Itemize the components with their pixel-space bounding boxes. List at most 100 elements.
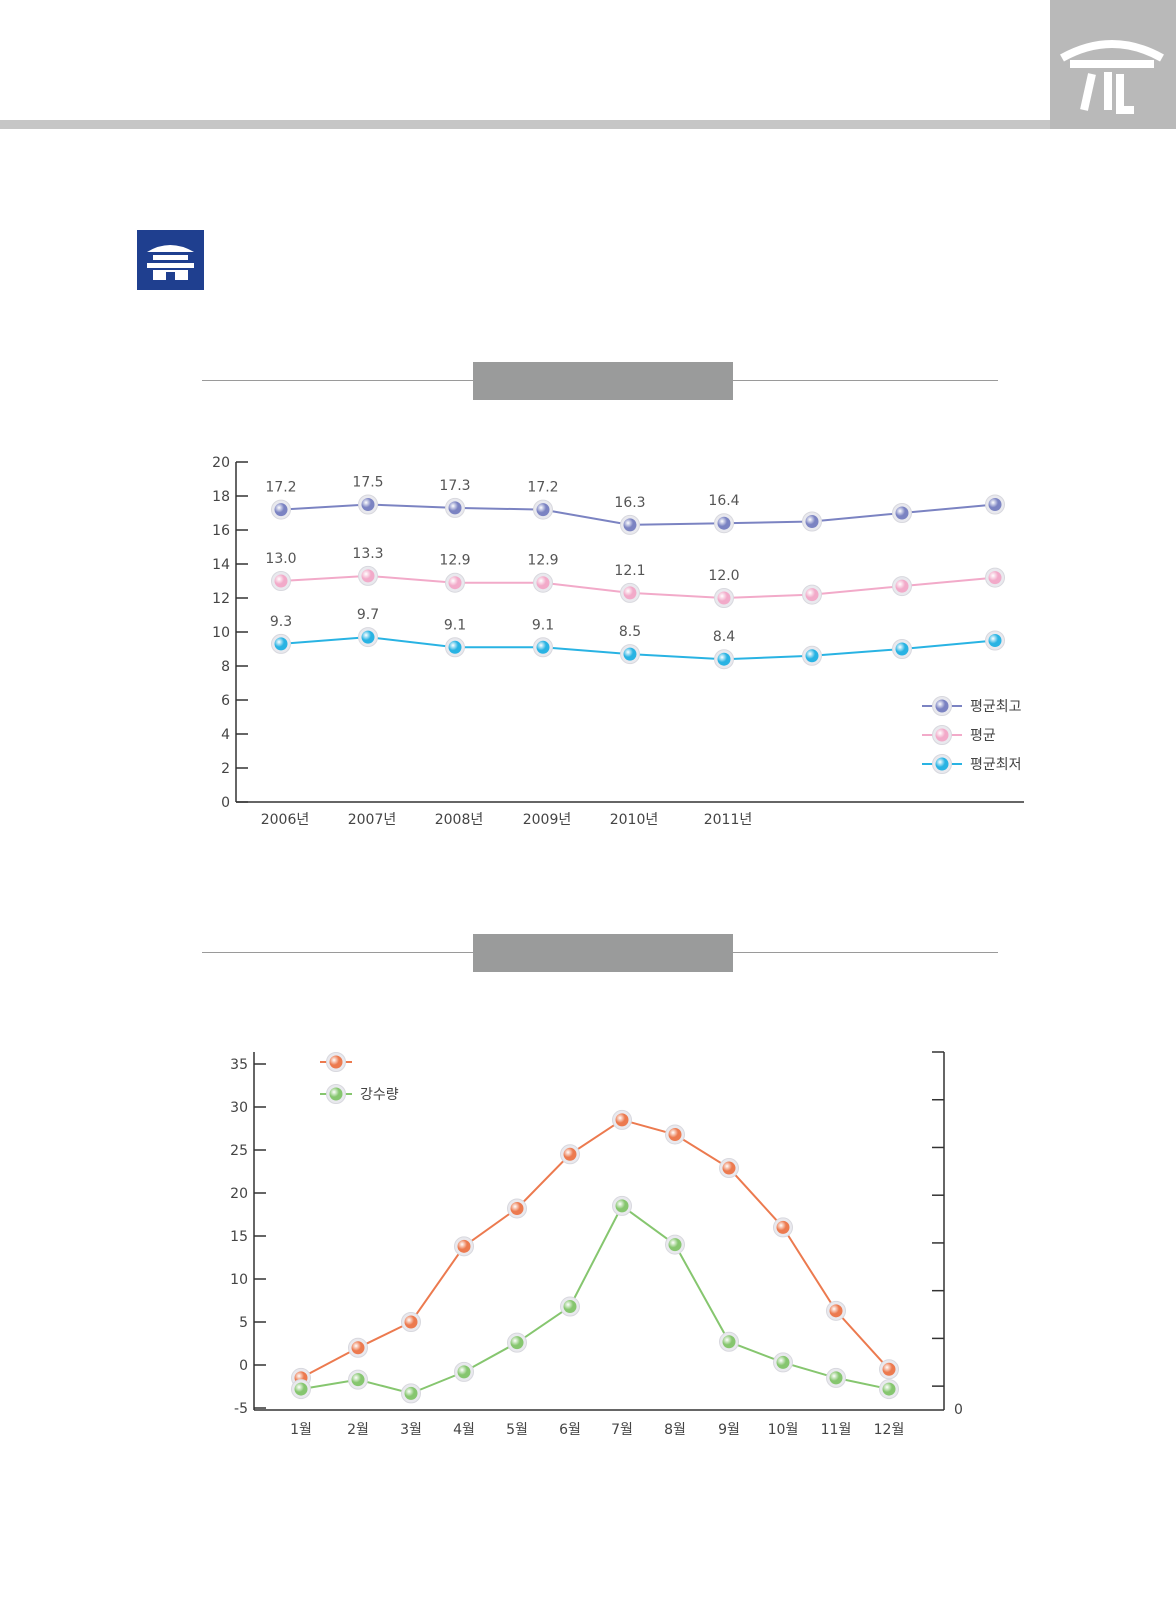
data-point: [829, 1371, 843, 1385]
data-point: [717, 652, 731, 666]
temperature-line-chart: 0 2 4 6 8 10 12 14 16 18 20 2006년 2007년 2008년 2009년 201…: [212, 455, 1024, 828]
x-tick-label: 6월: [559, 1422, 581, 1438]
y-tick-label: 8: [221, 659, 230, 675]
data-label: 9.3: [270, 614, 292, 630]
data-label: 17.3: [439, 478, 470, 494]
y-tick-label: 2: [221, 761, 230, 777]
y-tick-label: 12: [212, 591, 230, 607]
data-label: 12.0: [708, 568, 739, 584]
data-point: [895, 506, 909, 520]
y-tick-label: 16: [212, 523, 230, 539]
legend-label: 평균최고: [970, 699, 1022, 715]
data-label: 8.5: [619, 624, 641, 640]
y-tick-label: 20: [212, 455, 230, 471]
y-tick-label: 0: [239, 1358, 248, 1374]
legend-marker: [935, 757, 949, 771]
data-point: [536, 503, 550, 517]
y-tick-label: 6: [221, 693, 230, 709]
data-point: [510, 1201, 524, 1215]
data-point: [448, 576, 462, 590]
y-tick-label: 30: [230, 1100, 248, 1116]
y-tick-label: 15: [230, 1229, 248, 1245]
data-label: 12.9: [527, 553, 558, 569]
series-line: [300, 1204, 890, 1395]
data-point: [563, 1147, 577, 1161]
data-point: [536, 576, 550, 590]
x-tick-label: 11월: [821, 1422, 852, 1438]
y-tick-label: 35: [230, 1057, 248, 1073]
data-point: [351, 1341, 365, 1355]
data-point: [536, 640, 550, 654]
data-point: [988, 634, 1002, 647]
data-point: [457, 1239, 471, 1253]
y-tick-label: 14: [212, 557, 230, 573]
data-point: [563, 1300, 577, 1314]
data-point: [274, 574, 288, 588]
x-tick-label: 8월: [664, 1422, 686, 1438]
data-point: [457, 1365, 471, 1379]
data-point: [623, 518, 637, 532]
x-tick-label: 3월: [400, 1422, 422, 1438]
x-tick-label: 2월: [347, 1422, 369, 1438]
data-point: [829, 1304, 843, 1318]
data-label: 12.9: [439, 553, 470, 569]
data-point: [361, 569, 375, 583]
data-point: [274, 503, 288, 517]
y-tick-label: 10: [230, 1272, 248, 1288]
x-tick-label: 2010년: [610, 812, 659, 828]
data-point: [895, 642, 909, 656]
y-tick-label: 5: [239, 1315, 248, 1331]
data-label: 13.0: [265, 551, 296, 567]
data-label: 17.2: [265, 480, 296, 496]
header-bar: [0, 120, 1050, 129]
data-point: [668, 1238, 682, 1252]
right-tick-label: 0: [954, 1402, 963, 1418]
data-label: 17.5: [352, 475, 383, 491]
section-title: [473, 362, 733, 400]
data-point: [668, 1128, 682, 1142]
x-tick-label: 5월: [506, 1422, 528, 1438]
data-label: 9.7: [357, 607, 379, 623]
house-icon: [147, 245, 194, 280]
x-tick-label: 10월: [768, 1422, 799, 1438]
data-point: [776, 1355, 790, 1369]
data-label: 9.1: [532, 617, 554, 633]
data-label: 13.3: [352, 546, 383, 562]
data-point: [717, 516, 731, 530]
data-label: 16.4: [708, 493, 739, 509]
legend-label: 강수량: [360, 1087, 399, 1103]
data-point: [615, 1199, 629, 1213]
series-line: [300, 1118, 890, 1379]
data-point: [274, 637, 288, 651]
x-tick-label: 2006년: [261, 812, 310, 828]
data-point: [623, 586, 637, 600]
legend-marker: [329, 1055, 343, 1069]
legend-label: 평균최저: [970, 757, 1022, 773]
data-label: 17.2: [527, 480, 558, 496]
legend-marker: [329, 1087, 343, 1101]
x-tick-label: 12월: [874, 1422, 905, 1438]
data-point: [805, 588, 819, 602]
data-point: [988, 571, 1002, 585]
data-label: 9.1: [444, 617, 466, 633]
data-point: [448, 501, 462, 515]
x-tick-label: 2008년: [435, 812, 484, 828]
corner-tab: [1050, 0, 1176, 129]
x-tick-label: 2011년: [704, 812, 753, 828]
data-point: [623, 647, 637, 661]
x-tick-label: 1월: [290, 1422, 312, 1438]
house-badge: [137, 230, 204, 290]
data-point: [294, 1382, 308, 1396]
legend-label: 평균: [970, 728, 996, 744]
x-tick-label: 9월: [718, 1422, 740, 1438]
data-point: [615, 1113, 629, 1127]
data-point: [717, 591, 731, 605]
x-tick-label: 7월: [611, 1422, 633, 1438]
data-point: [722, 1335, 736, 1349]
data-point: [448, 640, 462, 654]
data-point: [988, 498, 1002, 511]
x-tick-label: 2009년: [523, 812, 572, 828]
section-title: [473, 934, 733, 972]
x-tick-label: 2007년: [348, 812, 397, 828]
data-point: [404, 1386, 418, 1400]
